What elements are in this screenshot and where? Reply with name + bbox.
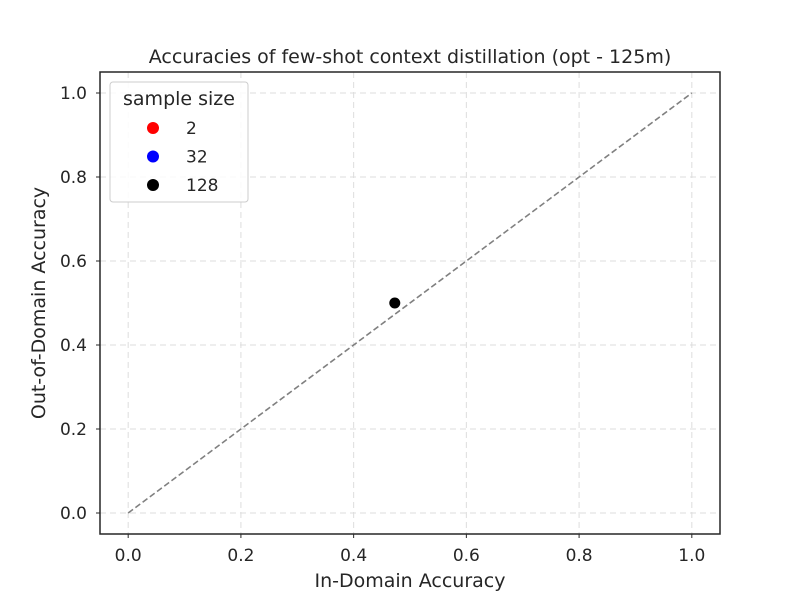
legend-entries: 2 32 128 (147, 119, 218, 196)
reference-line-layer (127, 92, 693, 514)
legend-label: 128 (186, 176, 218, 196)
x-axis-ticks: 0.0 0.2 0.4 0.6 0.8 1.0 (115, 534, 705, 566)
y-tick-label: 0.4 (60, 336, 87, 356)
y-tick-label: 1.0 (60, 84, 87, 104)
x-axis-label: In-Domain Accuracy (314, 570, 505, 592)
x-tick-label: 0.4 (340, 546, 367, 566)
chart-title: Accuracies of few-shot context distillat… (149, 46, 672, 68)
legend: sample size 2 32 128 (109, 81, 249, 203)
legend-box (109, 81, 249, 203)
x-tick-label: 0.2 (227, 546, 254, 566)
legend-marker (147, 179, 159, 191)
y-tick-label: 0.2 (60, 420, 87, 440)
x-tick-label: 1.0 (678, 546, 705, 566)
grid (100, 72, 720, 534)
x-tick-label: 0.6 (453, 546, 480, 566)
x-tick-label: 0.8 (566, 546, 593, 566)
y-tick-label: 0.0 (60, 504, 87, 524)
y-axis-ticks: 0.0 0.2 0.4 0.6 0.8 1.0 (60, 84, 100, 524)
data-point (389, 297, 401, 309)
plot-frame (99, 71, 721, 535)
legend-marker (147, 122, 159, 134)
y-axis-label: Out-of-Domain Accuracy (28, 187, 50, 419)
legend-label: 2 (186, 119, 197, 139)
data-points (389, 297, 401, 309)
reference-diagonal-line (127, 92, 693, 514)
y-tick-label: 0.8 (60, 168, 87, 188)
legend-title: sample size (123, 88, 235, 110)
legend-marker (147, 150, 159, 163)
x-tick-label: 0.0 (115, 546, 142, 566)
y-tick-label: 0.6 (60, 252, 87, 272)
legend-label: 32 (186, 148, 208, 168)
